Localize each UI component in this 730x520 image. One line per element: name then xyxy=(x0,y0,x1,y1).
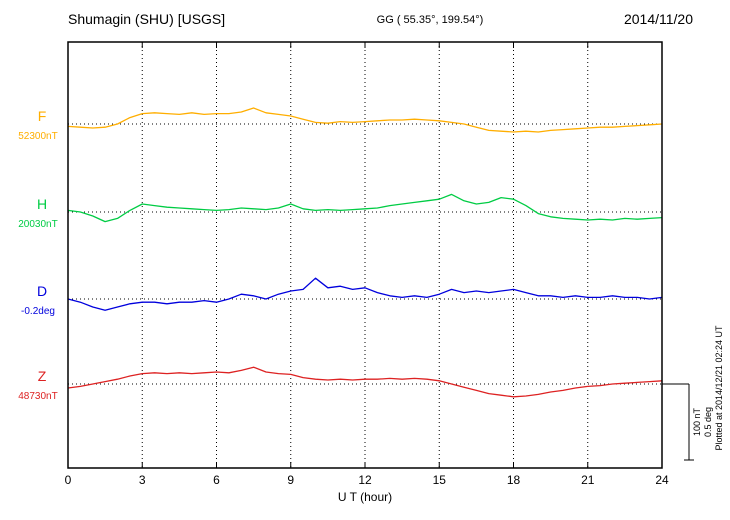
baseline-gridlines xyxy=(68,123,662,385)
date-label: 2014/11/20 xyxy=(624,11,693,27)
trace-H-horizontal xyxy=(67,193,663,223)
series-label-Z: Z xyxy=(38,368,47,384)
x-axis: 0 3 6 9 12 15 18 21 24 U T (hour) xyxy=(65,473,669,504)
x-tick-label: 9 xyxy=(287,473,294,487)
traces xyxy=(67,107,663,398)
series-label-D: D xyxy=(37,283,47,299)
series-label-H: H xyxy=(37,196,47,212)
x-axis-label: U T (hour) xyxy=(338,490,392,504)
scale-bar: 100 nT 0.5 deg xyxy=(662,383,713,461)
trace-F-total-field xyxy=(67,107,663,133)
axis-tick-marks xyxy=(67,42,663,468)
scale-label-deg: 0.5 deg xyxy=(703,407,713,437)
baseline-value-H: 20030nT xyxy=(18,219,57,230)
vertical-gridlines xyxy=(141,42,589,468)
scale-label-nt: 100 nT xyxy=(692,407,702,436)
plotted-at-annotation: Plotted at 2014/12/21 02:24 UT xyxy=(714,325,724,451)
x-tick-labels: 0 3 6 9 12 15 18 21 24 xyxy=(65,473,669,487)
x-tick-label: 18 xyxy=(507,473,521,487)
x-tick-label: 15 xyxy=(433,473,447,487)
series-label-F: F xyxy=(38,108,47,124)
header: Shumagin (SHU) [USGS] GG ( 55.35°, 199.5… xyxy=(68,11,693,27)
x-tick-label: 3 xyxy=(139,473,146,487)
series-labels: F 52300nT H 20030nT D -0.2deg Z 48730nT xyxy=(18,108,57,402)
x-tick-label: 12 xyxy=(358,473,372,487)
baseline-value-F: 52300nT xyxy=(18,131,57,142)
station-title: Shumagin (SHU) [USGS] xyxy=(68,11,225,27)
scale-bracket xyxy=(662,383,694,461)
x-tick-label: 6 xyxy=(213,473,220,487)
x-tick-label: 24 xyxy=(655,473,669,487)
x-tick-label: 0 xyxy=(65,473,72,487)
trace-Z-vertical xyxy=(67,366,663,398)
trace-D-declination xyxy=(67,277,663,311)
baseline-value-Z: 48730nT xyxy=(18,391,57,402)
geo-coordinates: GG ( 55.35°, 199.54°) xyxy=(377,14,484,26)
baseline-value-D: -0.2deg xyxy=(21,306,55,317)
x-tick-label: 21 xyxy=(581,473,595,487)
